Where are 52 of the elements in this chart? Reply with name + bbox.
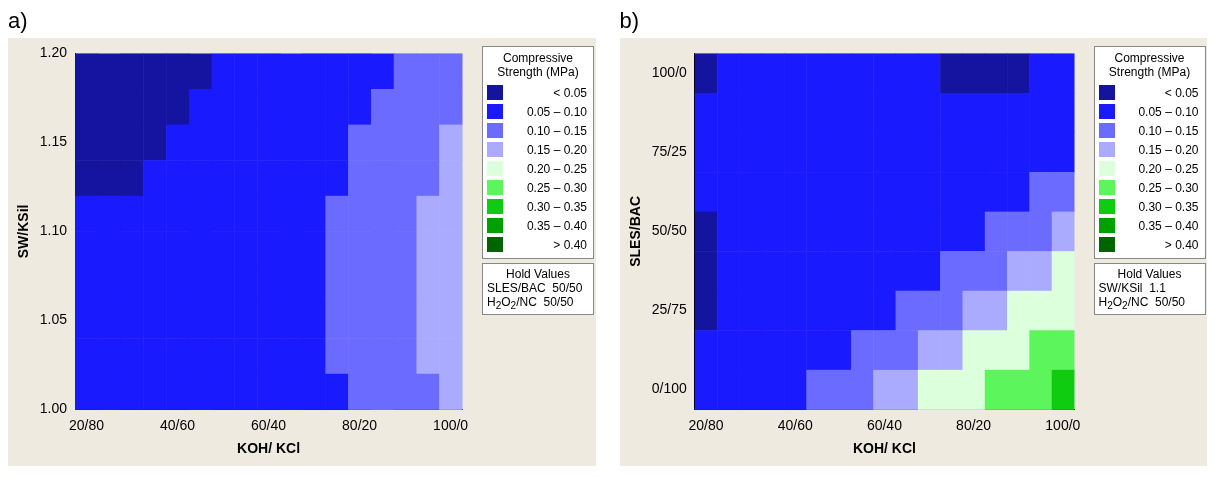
y-tick-label: 50/50 [651,222,687,239]
x-tick-label: 60/40 [866,416,902,433]
color-bar-label: 0.15 – 0.20 [1137,142,1200,157]
y-tick-label: 1.05 [39,311,68,328]
x-tick-label: 40/60 [159,416,196,433]
color-bar-label: 0.10 – 0.15 [525,123,588,138]
color-bar-label: 0.35 – 0.40 [525,218,588,233]
color-bar-label: 0.20 – 0.25 [1137,161,1200,176]
x-tick-label: 100/0 [433,416,469,433]
color-bar-label: 0.05 – 0.10 [1137,104,1200,119]
y-axis-title: SW/KSil [15,204,32,259]
y-tick-label: 100/0 [651,64,687,81]
y-tick-label: 1.15 [39,133,68,150]
text: Hold Values [505,267,571,281]
color-bar-label: < 0.05 [552,85,588,100]
color-bar-label: < 0.05 [1163,85,1200,100]
y-tick-label: 1.00 [39,400,68,417]
y-tick-label: 25/75 [651,301,687,318]
x-tick-label: 40/60 [777,416,813,433]
color-bar-label: 0.05 – 0.10 [525,104,588,119]
color-bar-label: 0.30 – 0.35 [525,199,588,214]
color-bar-label: 0.30 – 0.35 [1137,199,1200,214]
text: H$_{2}$O$_{2}$/NC 50/50 [487,295,575,312]
x-tick-label: 80/20 [955,416,991,433]
y-tick-label: 1.20 [39,44,68,61]
color-bar-label: > 0.40 [552,237,588,252]
x-axis-title: KOH/ KCl [237,440,301,457]
color-bar-label: 0.15 – 0.20 [525,142,588,157]
x-tick-label: 100/0 [1044,416,1081,433]
color-bar-label: > 0.40 [1163,237,1200,252]
text: H$_{2}$O$_{2}$/NC 50/50 [1098,295,1186,312]
x-tick-label: 80/20 [342,416,378,433]
legend-title: Compressive Strength (MPa) [496,51,580,79]
text: Hold Values [1116,267,1183,281]
legend-title: Compressive Strength (MPa) [1107,51,1192,79]
chart-title: b) [619,8,641,35]
y-tick-label: 1.10 [39,222,68,239]
color-bar-label: 0.10 – 0.15 [1137,123,1200,138]
y-tick-label: 0/100 [651,380,687,397]
color-bar-label: 0.20 – 0.25 [525,161,588,176]
x-tick-label: 20/80 [687,416,724,433]
y-axis-title: SLES/BAC [626,196,643,267]
color-bar-label: 0.25 – 0.30 [525,180,588,195]
text: SW/KSil 1.1 [1098,281,1167,295]
color-bar-label: 0.25 – 0.30 [1137,180,1200,195]
x-tick-label: 20/80 [68,416,105,433]
x-axis-title: KOH/ KCl [852,440,916,457]
x-tick-label: 60/40 [251,416,287,433]
y-tick-label: 75/25 [651,143,687,160]
chart-title: a) [8,8,29,35]
text: SLES/BAC 50/50 [487,281,584,295]
color-bar-label: 0.35 – 0.40 [1137,218,1200,233]
